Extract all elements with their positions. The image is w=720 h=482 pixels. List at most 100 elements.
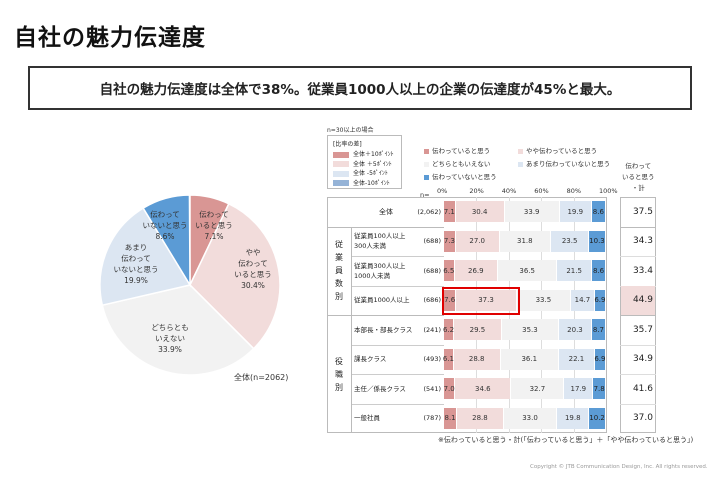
pie-slice	[189, 202, 281, 350]
legend-swatch	[518, 161, 523, 167]
row-total: 33.4	[632, 265, 653, 276]
row-divider	[620, 315, 656, 316]
legend-label: 全体 -5ﾎﾟｲﾝﾄ	[353, 170, 388, 177]
legend-label: 全体-10ﾎﾟｲﾝﾄ	[353, 179, 390, 187]
highlight-box	[442, 286, 520, 315]
bar-segment: 8.6	[591, 201, 606, 222]
x-tick-label: 60%	[534, 187, 549, 195]
bar-segment: 7.6	[444, 289, 457, 311]
bar-segment: 6.1	[443, 348, 454, 370]
bar-segment: 27.0	[455, 230, 500, 252]
pie-slice-label: やや 伝わって いると思う 30.4%	[234, 247, 272, 291]
bar-segment: 36.5	[498, 260, 558, 281]
row-label: 主任／係長クラス	[354, 384, 406, 393]
bar-segment: 8.1	[444, 407, 458, 429]
row-total: 35.7	[632, 324, 653, 335]
bar-segment: 10.2	[589, 407, 606, 429]
pie-slice-name: あまり 伝わって いないと思う	[113, 243, 159, 274]
series-legend-item: 伝わっていると思う	[424, 145, 490, 155]
bar-segment: 34.6	[455, 378, 512, 399]
x-tick-label: 80%	[566, 187, 582, 195]
row-total: 37.0	[632, 413, 653, 424]
bar-segment: 6.5	[443, 260, 455, 281]
bar-segment: 33.9	[504, 201, 560, 222]
bar-segment: 33.5	[516, 289, 571, 311]
row-total: 44.9	[621, 285, 655, 315]
row-label: 従業員1000人以上	[354, 296, 410, 305]
row-label: 本部長・部長クラス	[354, 325, 413, 334]
bar-segment: 29.5	[454, 319, 502, 340]
legend-label: 伝わっていないと思う	[432, 173, 497, 181]
row-label: 従業員300人以上 1000人未満	[354, 261, 406, 280]
bar-segment: 28.8	[457, 407, 504, 429]
row-label: 全体	[379, 207, 393, 216]
diff-legend-item: 全体 -5ﾎﾟｲﾝﾄ	[333, 168, 388, 177]
x-tick-label: 20%	[469, 187, 484, 195]
x-tick-label: 100%	[599, 187, 618, 195]
row-divider	[620, 226, 656, 228]
pie-chart	[99, 194, 281, 376]
bar-segment: 21.5	[557, 260, 593, 281]
headline-text: 自社の魅力伝達度は全体で38%。従業員1000人以上の企業の伝達度が45%と最大…	[99, 82, 621, 98]
x-tick-label: 0%	[437, 187, 448, 195]
row-divider	[620, 403, 656, 405]
legend-label: 伝わっていると思う	[432, 147, 491, 155]
row-divider	[352, 285, 444, 287]
row-label: 従業員100人以上 300人未満	[354, 232, 406, 251]
bar-segment: 7.0	[444, 378, 456, 399]
row-total: 37.5	[632, 206, 653, 217]
legend-swatch	[424, 174, 429, 180]
series-legend-item: どちらともいえない	[424, 158, 490, 168]
gridline	[573, 197, 575, 433]
pie-slice	[101, 284, 255, 376]
pie-slice-label: 伝わって いないと思う 8.6%	[143, 209, 188, 242]
series-legend-item: やや伝わっていると思う	[518, 145, 597, 155]
row-n: (688)	[423, 237, 441, 246]
row-divider	[352, 344, 444, 346]
bar-segment: 19.8	[557, 407, 590, 429]
row-divider	[352, 256, 444, 257]
bar-segment: 28.8	[453, 348, 501, 370]
row-total: 34.9	[632, 354, 653, 365]
legend-label: どちらともいえない	[432, 160, 491, 168]
group-label: 従 業 員 数 別	[327, 226, 352, 315]
bar-segment: 17.9	[564, 378, 594, 399]
series-legend-item: 伝わっていないと思う	[424, 171, 497, 181]
row-total: 34.3	[632, 236, 653, 247]
gridline	[541, 197, 543, 433]
row-divider	[352, 374, 444, 375]
pie-caption: 全体(n=2062)	[234, 373, 289, 382]
group-divider	[327, 315, 444, 316]
bar-segment: 32.7	[511, 378, 565, 399]
diff-legend: [比率の差] 全体＋10ﾎﾟｲﾝﾄ 全体 ＋5ﾎﾟｲﾝﾄ 全体 -5ﾎﾟｲﾝﾄ 全体-…	[327, 135, 402, 189]
row-divider	[620, 344, 656, 346]
row-label: 課長クラス	[354, 355, 387, 364]
bar-segment: 7.3	[444, 230, 456, 252]
legend-label: 全体＋10ﾎﾟｲﾝﾄ	[353, 151, 394, 158]
n30-note: n=30以上の場合	[327, 127, 374, 134]
bar-segment: 6.9	[594, 348, 606, 370]
pie-slice	[99, 207, 192, 307]
legend-swatch	[333, 170, 349, 177]
row-n: (2,062)	[417, 207, 441, 216]
diff-legend-item: 全体-10ﾎﾟｲﾝﾄ	[333, 178, 390, 187]
bar-segment: 7.8	[593, 378, 606, 399]
row-divider	[352, 403, 444, 405]
legend-swatch	[424, 161, 429, 167]
bar-segment: 10.3	[589, 230, 606, 252]
footnote: ※伝わっていると思う・計(「伝わっていると思う」＋「やや伝わっていると思う」)	[438, 436, 694, 444]
gridline	[476, 197, 478, 433]
bar-segment: 14.7	[571, 289, 595, 311]
pie-slice-name: 伝わって いると思う	[195, 210, 233, 230]
row-label: 一般社員	[354, 414, 380, 423]
pie-slice	[142, 194, 191, 288]
pie-slice-value: 30.4%	[241, 281, 265, 290]
headline-box: 自社の魅力伝達度は全体で38%。従業員1000人以上の企業の伝達度が45%と最大…	[28, 66, 692, 110]
bar-segment: 33.0	[503, 407, 558, 429]
bar-segment: 26.9	[454, 260, 499, 281]
bar-segment: 22.1	[559, 348, 595, 370]
row-divider	[620, 374, 656, 375]
bar-segment: 8.7	[591, 319, 606, 340]
legend-swatch	[333, 151, 349, 158]
bar-segment: 23.5	[551, 230, 590, 252]
